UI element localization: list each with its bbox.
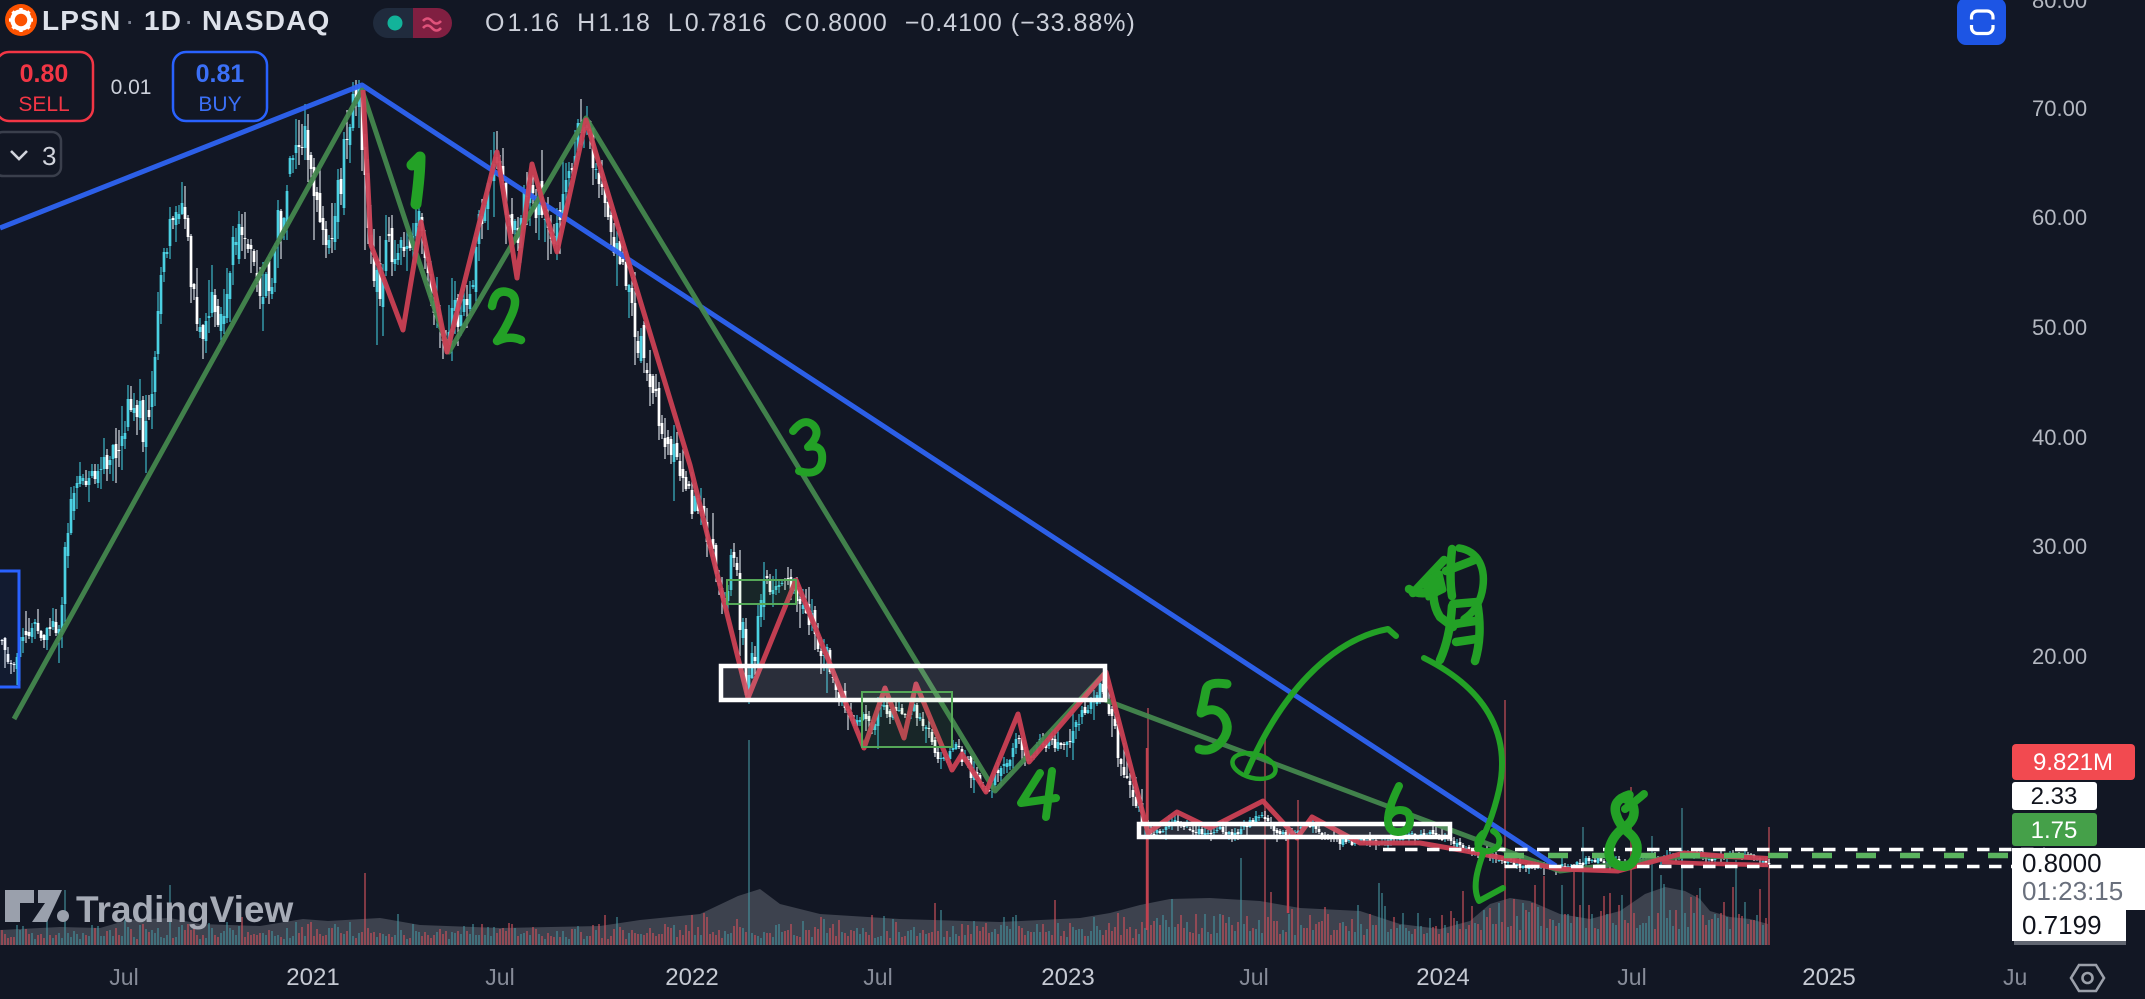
- svg-text:Jul: Jul: [1617, 964, 1646, 990]
- svg-text:0.8000: 0.8000: [2022, 848, 2102, 878]
- svg-text:Jul: Jul: [485, 964, 514, 990]
- svg-text:SELL: SELL: [18, 93, 69, 116]
- svg-text:LPSN: LPSN: [42, 5, 121, 36]
- svg-text:3: 3: [42, 141, 56, 171]
- svg-text:9.821M: 9.821M: [2033, 749, 2113, 776]
- svg-text:1.75: 1.75: [2031, 817, 2078, 844]
- svg-text:50.00: 50.00: [2032, 315, 2087, 340]
- svg-text:60.00: 60.00: [2032, 205, 2087, 230]
- svg-text:20.00: 20.00: [2032, 644, 2087, 669]
- svg-text:·: ·: [184, 5, 193, 36]
- svg-text:TradingView: TradingView: [76, 889, 293, 930]
- svg-text:30.00: 30.00: [2032, 534, 2087, 559]
- svg-text:2024: 2024: [1416, 964, 1469, 991]
- svg-text:2023: 2023: [1041, 964, 1094, 991]
- svg-text:·: ·: [125, 5, 134, 36]
- svg-text:0.81: 0.81: [196, 60, 245, 88]
- svg-text:80.00: 80.00: [2032, 0, 2087, 13]
- svg-text:40.00: 40.00: [2032, 425, 2087, 450]
- svg-text:Jul: Jul: [1239, 964, 1268, 990]
- svg-text:NASDAQ: NASDAQ: [202, 5, 331, 36]
- svg-text:Jul: Jul: [863, 964, 892, 990]
- svg-text:70.00: 70.00: [2032, 96, 2087, 121]
- svg-text:Jul: Jul: [109, 964, 138, 990]
- svg-text:01:23:15: 01:23:15: [2022, 876, 2123, 906]
- svg-text:0.01: 0.01: [111, 76, 152, 99]
- svg-text:2022: 2022: [665, 964, 718, 991]
- svg-text:0.7199: 0.7199: [2022, 910, 2102, 940]
- svg-text:2025: 2025: [1802, 964, 1855, 991]
- svg-text:BUY: BUY: [198, 93, 241, 116]
- svg-text:2.33: 2.33: [2031, 783, 2078, 810]
- svg-text:0.80: 0.80: [20, 60, 69, 88]
- svg-text:Ju: Ju: [2003, 964, 2027, 990]
- svg-text:1D: 1D: [144, 5, 182, 36]
- svg-text:2021: 2021: [286, 964, 339, 991]
